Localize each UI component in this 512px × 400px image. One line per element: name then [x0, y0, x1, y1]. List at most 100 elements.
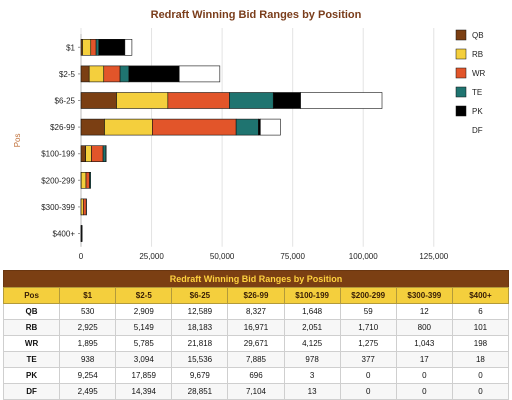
- table-cell: 2,051: [283, 319, 341, 336]
- bar-segment-df: [300, 92, 383, 109]
- table-cell: 15,536: [171, 351, 229, 368]
- table-cell: 6: [451, 303, 510, 320]
- table-row: WR 1,895 5,785 21,818 29,671 4,125 1,275 1,043 1…: [2, 335, 510, 352]
- bar-segment-rb: [116, 92, 169, 109]
- table-cell: 12,589: [171, 303, 229, 320]
- grid-lines: [80, 28, 435, 247]
- table-cell: 18: [451, 351, 510, 368]
- category-label: $300-399: [41, 203, 75, 212]
- table-cell: 9,679: [171, 367, 229, 384]
- table-cell: 1,043: [395, 335, 453, 352]
- x-tick-label: 100,000: [349, 252, 378, 261]
- table-header-row: Pos $1 $2-5 $6-25 $26-99 $100-199 $200-299 $300…: [2, 287, 510, 304]
- row-header-cell: WR: [2, 335, 61, 352]
- table-cell: 59: [339, 303, 397, 320]
- legend-swatch: [456, 125, 466, 135]
- legend-label: WR: [472, 69, 486, 78]
- table-cell: 938: [59, 351, 117, 368]
- table-cell: 5,785: [115, 335, 173, 352]
- category-label: $26-99: [50, 123, 75, 132]
- table-cell: 0: [395, 383, 453, 400]
- table-cell: 7,885: [227, 351, 285, 368]
- table-cell: 13: [283, 383, 341, 400]
- table-cell: 5,149: [115, 319, 173, 336]
- table-cell: 198: [451, 335, 510, 352]
- legend-swatch: [455, 67, 467, 79]
- bar-segment-rb: [80, 198, 84, 216]
- table-cell: 8,327: [227, 303, 285, 320]
- legend-label: PK: [472, 107, 483, 116]
- bar-segment-rb: [88, 65, 105, 83]
- bar-segment-qb: [80, 145, 86, 162]
- table-row: PK 9,254 17,859 9,679 696 3 0 0 0: [2, 367, 510, 384]
- bar-segment-df: [124, 38, 133, 56]
- table-cell: 1,710: [339, 319, 397, 336]
- x-tick-label: 125,000: [419, 252, 448, 261]
- column-header: $100-199: [283, 287, 341, 304]
- data-table: Redraft Winning Bid Ranges by Position P…: [2, 270, 510, 400]
- bar-segment-wr: [91, 145, 104, 162]
- table-row: DF 2,495 14,394 28,851 7,104 13 0 0 0: [2, 383, 510, 400]
- table-cell: 696: [227, 367, 285, 384]
- table-cell: 0: [451, 383, 510, 400]
- bar-segment-rb: [80, 172, 87, 189]
- table-cell: 530: [59, 303, 117, 320]
- legend-label: TE: [472, 88, 482, 97]
- row-header-cell: PK: [2, 367, 61, 384]
- bar-segment-te: [102, 145, 107, 162]
- bar-segment-wr: [152, 118, 237, 136]
- bar-segment-te: [89, 172, 91, 189]
- bar-segment-wr: [103, 65, 121, 83]
- table-cell: 17: [395, 351, 453, 368]
- table-cell: 0: [339, 367, 397, 384]
- table-cell: 2,495: [59, 383, 117, 400]
- table-body: QB 530 2,909 12,589 8,327 1,648 59 12 6 RB 2,925 5,…: [2, 303, 510, 400]
- table-cell: 7,104: [227, 383, 285, 400]
- table-cell: 4,125: [283, 335, 341, 352]
- category-label: $200-299: [41, 176, 75, 185]
- bar-segment-pk: [98, 38, 126, 56]
- bar-segment-qb: [80, 92, 117, 109]
- legend-swatch: [455, 29, 467, 41]
- table-row: RB 2,925 5,149 18,183 16,971 2,051 1,710 800 101: [2, 319, 510, 336]
- row-header-cell: QB: [2, 303, 61, 320]
- bar-segment-qb: [80, 118, 105, 136]
- category-labels: $1 $2-5 $6-25 $26-99 $100-199 $200-299 $300-39…: [41, 43, 81, 239]
- bar-segment-rb: [82, 38, 92, 56]
- table-cell: 0: [451, 367, 510, 384]
- table-cell: 16,971: [227, 319, 285, 336]
- table-cell: 29,671: [227, 335, 285, 352]
- bar-segment-wr: [85, 172, 90, 189]
- bar-segment-pk: [128, 65, 180, 83]
- row-header-cell: RB: [2, 319, 61, 336]
- bar-segment-te: [119, 65, 130, 83]
- legend-label: DF: [472, 126, 483, 135]
- x-tick-label: 75,000: [280, 252, 305, 261]
- table-cell: 1,648: [283, 303, 341, 320]
- legend-swatch: [455, 105, 467, 117]
- bar-segment-wr: [82, 198, 87, 216]
- category-label: $1: [66, 43, 75, 52]
- table-cell: 978: [283, 351, 341, 368]
- table-cell: 0: [395, 367, 453, 384]
- legend-swatch: [455, 86, 467, 98]
- category-label: $100-199: [41, 150, 75, 159]
- table-cell: 18,183: [171, 319, 229, 336]
- table-cell: 28,851: [171, 383, 229, 400]
- column-header: $200-299: [339, 287, 397, 304]
- table-cell: 1,895: [59, 335, 117, 352]
- column-header: $400+: [451, 287, 510, 304]
- table-cell: 3: [283, 367, 341, 384]
- legend-label: QB: [472, 31, 484, 40]
- bar-segment-wr: [90, 38, 97, 56]
- chart-title: Redraft Winning Bid Ranges by Position: [150, 9, 362, 21]
- bar-segment-wr: [167, 92, 230, 109]
- table-cell: 9,254: [59, 367, 117, 384]
- bar-segment-te: [235, 118, 259, 136]
- column-header: Pos: [2, 287, 61, 304]
- table-cell: 12: [395, 303, 453, 320]
- category-label: $2-5: [59, 70, 76, 79]
- x-tick-labels: 0 25,000 50,000 75,000 100,000 125,000: [79, 252, 449, 261]
- bar-segment-qb: [80, 65, 90, 83]
- bar-segment-rb: [104, 118, 153, 136]
